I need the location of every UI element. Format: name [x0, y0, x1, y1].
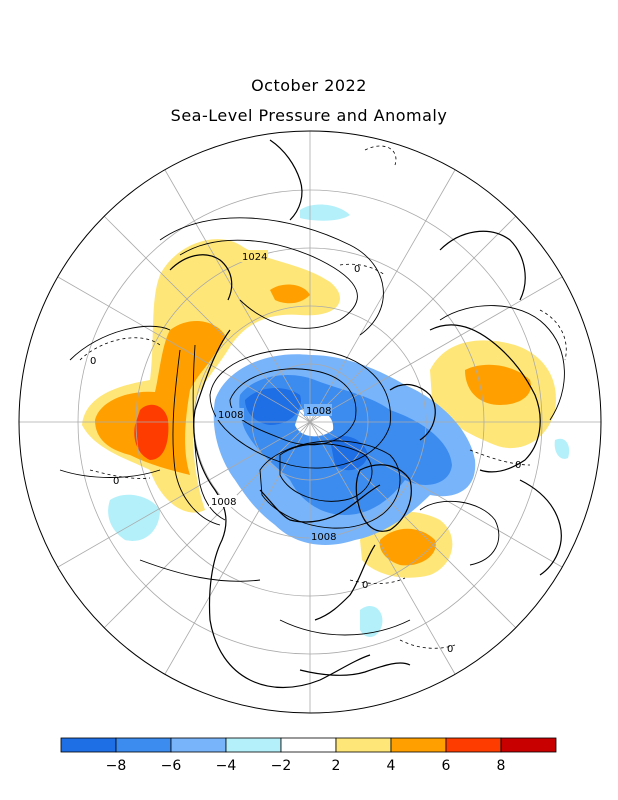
- globe-outline: [18, 130, 602, 714]
- map-title: October 2022: [251, 76, 367, 95]
- colorbar-box: [500, 737, 557, 753]
- coastlines: [169, 139, 562, 689]
- colorbar-box: [335, 737, 392, 753]
- colorbar-tick-label: 6: [442, 758, 451, 774]
- pressure-contours: [59, 217, 565, 636]
- map-subtitle: Sea-Level Pressure and Anomaly: [170, 106, 448, 125]
- anomaly-cyan-right: [554, 438, 570, 459]
- contour-label-0: 0: [354, 264, 360, 275]
- colorbar-tick-labels: −8 −6 −4 −2 2 4 6 8: [106, 758, 506, 774]
- anomaly-cyan-left: [108, 494, 160, 541]
- contour-labels: 1024 1008 1008 1008 1008 0 0 0 0 0 0: [90, 250, 521, 655]
- colorbar-tick-label: −8: [106, 758, 127, 774]
- colorbar-box: [390, 737, 447, 753]
- contour-label-0: 0: [447, 644, 453, 655]
- contour-label-0: 0: [515, 460, 521, 471]
- colorbar-box: [115, 737, 172, 753]
- anomaly-arctic-darkblue-a: [245, 388, 301, 425]
- graticule: [19, 131, 601, 713]
- contour-label-1008: 1008: [311, 532, 336, 543]
- colorbar-boxes: [60, 737, 557, 753]
- contour-label-1008: 1008: [211, 497, 236, 508]
- anomaly-siberia-orange: [465, 364, 531, 405]
- colorbar-tick-label: −2: [271, 758, 292, 774]
- anomaly-zero-contours: [79, 145, 567, 649]
- colorbar-box: [280, 737, 337, 753]
- contour-label-1008: 1008: [306, 406, 331, 417]
- colorbar-box: [225, 737, 282, 753]
- anomaly-bering-orange: [270, 284, 310, 304]
- anomaly-pacific-orange: [95, 320, 225, 475]
- anomaly-atlantic-orange: [379, 528, 436, 566]
- colorbar-box: [170, 737, 227, 753]
- colorbar-box: [60, 737, 117, 753]
- colorbar-box: [445, 737, 502, 753]
- colorbar-tick-label: −4: [216, 758, 237, 774]
- colorbar-tick-label: −6: [161, 758, 182, 774]
- contour-label-0: 0: [90, 356, 96, 367]
- contour-label-1024: 1024: [242, 252, 267, 263]
- anomaly-arctic-darkblue-b: [330, 435, 368, 471]
- colorbar-tick-label: 4: [387, 758, 396, 774]
- anomaly-cyan-top: [300, 204, 350, 221]
- contour-label-0: 0: [362, 580, 368, 591]
- contour-label-0: 0: [113, 476, 119, 487]
- colorbar-tick-label: 8: [497, 758, 506, 774]
- anomaly-cyan-bottom: [360, 605, 383, 637]
- contour-label-1008: 1008: [218, 410, 243, 421]
- colorbar-tick-label: 2: [332, 758, 341, 774]
- anomaly-pacific-red: [134, 404, 169, 460]
